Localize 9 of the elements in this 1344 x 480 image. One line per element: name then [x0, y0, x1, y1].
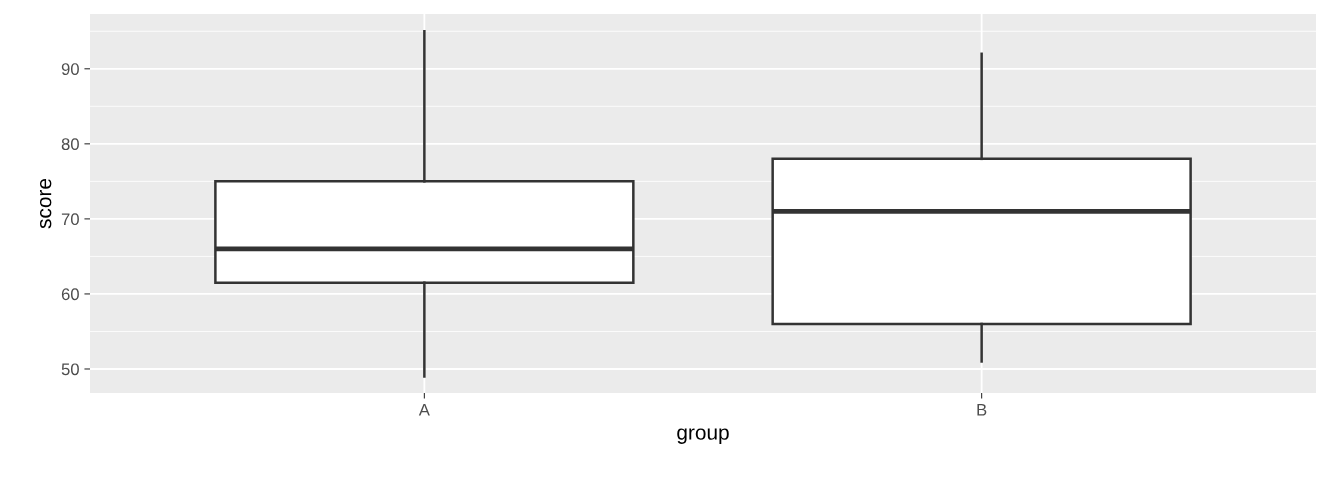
y-tick-label: 70 [61, 213, 79, 226]
y-tick-label: 90 [61, 63, 79, 75]
y-axis-title: score [39, 178, 52, 229]
y-tick-label: 60 [61, 288, 79, 301]
x-axis-title: group [677, 428, 729, 444]
x-tick-label: A [418, 404, 430, 416]
x-tick-label: B [977, 404, 987, 416]
y-tick-label: 50 [61, 363, 79, 376]
y-tick-label: 80 [61, 138, 79, 151]
